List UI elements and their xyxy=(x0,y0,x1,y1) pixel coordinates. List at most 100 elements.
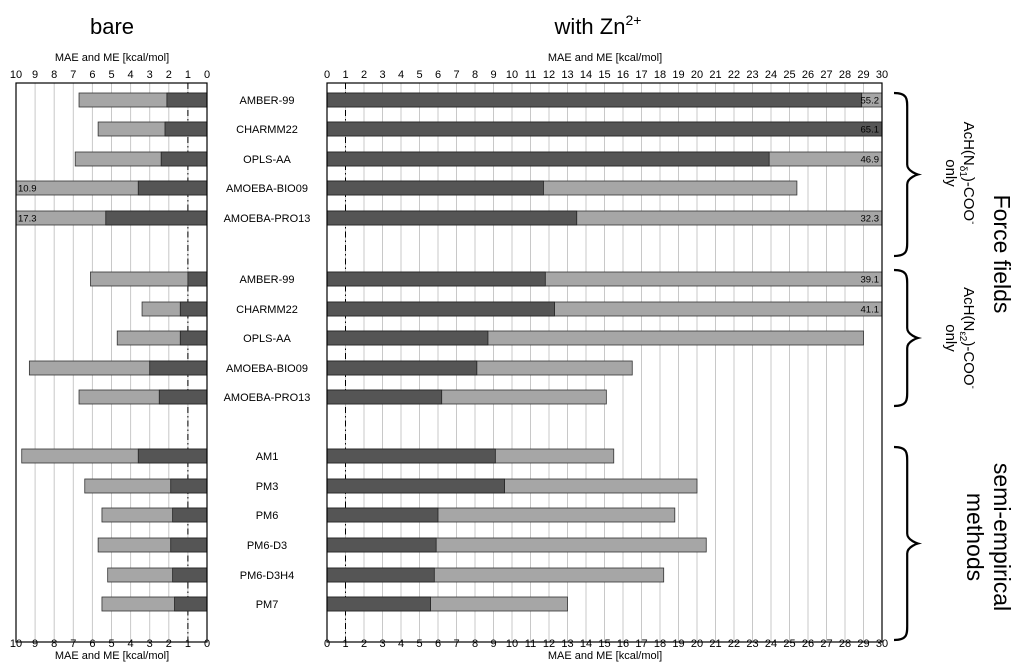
zn-tick-label: 13 xyxy=(561,638,573,650)
bare-tick-label: 7 xyxy=(70,69,76,81)
zn-tick-label: 6 xyxy=(435,638,441,650)
bare-tick-label: 6 xyxy=(89,69,95,81)
bare-tick-label: 0 xyxy=(204,638,210,650)
row-label: CHARMM22 xyxy=(236,304,298,316)
group-brace xyxy=(893,91,923,258)
zn-tick-label: 17 xyxy=(635,638,647,650)
zn-me-bar xyxy=(326,567,435,583)
zn-overflow-annotation: 39.1 xyxy=(861,275,880,286)
row-label: AMBER-99 xyxy=(239,274,294,286)
category-label-force-fields: Force fields xyxy=(989,195,1015,314)
zn-tick-label: 16 xyxy=(617,69,629,81)
zn-tick-label: 23 xyxy=(746,638,758,650)
zn-me-bar xyxy=(326,271,546,287)
zn-tick-label: 3 xyxy=(379,69,385,81)
zn-me-bar xyxy=(326,389,443,405)
group-label-epsilon-line1: AcH(Nε2)-COO- xyxy=(957,287,978,389)
group-label-delta-line2: only xyxy=(942,159,959,187)
bare-x-axis-label-top: MAE and ME [kcal/mol] xyxy=(55,52,169,64)
zn-tick-label: 4 xyxy=(398,638,404,650)
group-braces xyxy=(893,91,923,642)
zn-tick-label: 18 xyxy=(654,638,666,650)
bare-tick-label: 3 xyxy=(147,69,153,81)
bare-tick-label: 5 xyxy=(108,69,114,81)
zn-tick-label: 5 xyxy=(416,638,422,650)
zn-tick-label: 18 xyxy=(654,69,666,81)
row-label: AMOEBA-PRO13 xyxy=(224,213,311,225)
zn-overflow-annotation: 46.9 xyxy=(861,155,880,166)
bare-tick-label: 10 xyxy=(10,69,22,81)
zn-tick-label: 2 xyxy=(361,638,367,650)
zn-tick-label: 25 xyxy=(783,69,795,81)
group-label-semiempirical-line1: semi-empirical xyxy=(989,463,1015,611)
zn-tick-label: 24 xyxy=(765,69,777,81)
zn-tick-label: 15 xyxy=(598,69,610,81)
bare-me-bar xyxy=(137,180,208,196)
bare-tick-label: 9 xyxy=(32,638,38,650)
bare-tick-label: 0 xyxy=(204,69,210,81)
bare-me-bar xyxy=(137,448,208,464)
group-label-delta-sub: δ1 xyxy=(957,166,968,178)
zn-overflow-annotation: 41.1 xyxy=(861,305,880,316)
zn-tick-label: 1 xyxy=(342,638,348,650)
tick-labels: 1010998877665544332211000011223344556677… xyxy=(10,69,888,650)
zn-tick-label: 29 xyxy=(857,69,869,81)
zn-tick-label: 5 xyxy=(416,69,422,81)
group-label-semiempirical-line2: methods xyxy=(962,493,988,581)
zn-tick-label: 21 xyxy=(709,69,721,81)
zn-tick-label: 15 xyxy=(598,638,610,650)
zn-panel-frame xyxy=(326,82,883,643)
zn-tick-label: 26 xyxy=(802,638,814,650)
zn-me-bar xyxy=(326,360,478,376)
group-label-delta-sup: - xyxy=(967,221,978,224)
bare-me-bar xyxy=(158,389,208,405)
group-label-epsilon-sup: - xyxy=(967,386,978,389)
bare-me-bar xyxy=(170,537,208,553)
bare-tick-label: 9 xyxy=(32,69,38,81)
bar-marks xyxy=(15,92,883,612)
bare-me-bar xyxy=(166,92,208,108)
zn-tick-label: 21 xyxy=(709,638,721,650)
zn-tick-label: 7 xyxy=(453,638,459,650)
zn-tick-label: 25 xyxy=(783,638,795,650)
zn-tick-label: 4 xyxy=(398,69,404,81)
row-label: AMOEBA-BIO09 xyxy=(226,363,308,375)
row-label: PM6-D3 xyxy=(247,540,287,552)
zn-tick-label: 29 xyxy=(857,638,869,650)
row-label: PM6 xyxy=(256,510,279,522)
row-labels: AMBER-99 CHARMM22 OPLS-AA AMOEBA-BIO09 AMOEB… xyxy=(224,95,311,611)
bare-me-bar xyxy=(179,330,208,346)
bare-tick-label: 2 xyxy=(166,69,172,81)
zn-panel-title-main: with Zn xyxy=(554,14,626,39)
group-brace xyxy=(893,445,923,642)
group-label-epsilon-line2: only xyxy=(942,324,959,352)
zn-tick-label: 22 xyxy=(728,69,740,81)
row-label: PM7 xyxy=(256,599,279,611)
zn-tick-label: 30 xyxy=(876,69,888,81)
zn-tick-label: 19 xyxy=(672,638,684,650)
zn-tick-label: 23 xyxy=(746,69,758,81)
bare-tick-label: 8 xyxy=(51,69,57,81)
zn-panel-title: with Zn2+ xyxy=(554,12,642,39)
row-label: AMOEBA-PRO13 xyxy=(224,392,311,404)
zn-tick-label: 27 xyxy=(820,69,832,81)
bare-overflow-annotation: 17.3 xyxy=(18,214,37,225)
zn-me-bar xyxy=(326,121,883,137)
zn-overflow-annotation: 55.2 xyxy=(861,96,880,107)
bare-me-bar xyxy=(105,210,208,226)
zn-tick-label: 22 xyxy=(728,638,740,650)
overflow-annotations: 55.2 65.1 46.9 10.9 32.3 17.3 39.1 41.1 xyxy=(18,96,879,316)
zn-me-bar xyxy=(326,180,544,196)
group-label-epsilon-sub: ε2 xyxy=(957,331,968,341)
zn-tick-label: 11 xyxy=(525,69,536,81)
bare-tick-label: 7 xyxy=(70,638,76,650)
zn-overflow-annotation: 32.3 xyxy=(861,214,880,225)
zn-tick-label: 11 xyxy=(525,638,536,650)
zn-tick-label: 20 xyxy=(691,69,703,81)
zn-me-bar xyxy=(326,478,506,494)
bare-panel-title: bare xyxy=(90,14,134,39)
zn-tick-label: 2 xyxy=(361,69,367,81)
zn-tick-label: 30 xyxy=(876,638,888,650)
zn-tick-label: 20 xyxy=(691,638,703,650)
